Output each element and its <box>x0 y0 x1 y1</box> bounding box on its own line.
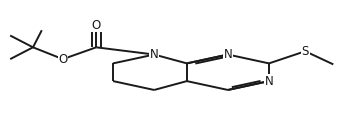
Text: N: N <box>224 48 232 61</box>
Text: O: O <box>92 18 101 31</box>
Text: N: N <box>150 48 159 61</box>
Text: S: S <box>302 45 309 58</box>
Text: O: O <box>58 53 68 66</box>
Text: N: N <box>264 75 273 88</box>
